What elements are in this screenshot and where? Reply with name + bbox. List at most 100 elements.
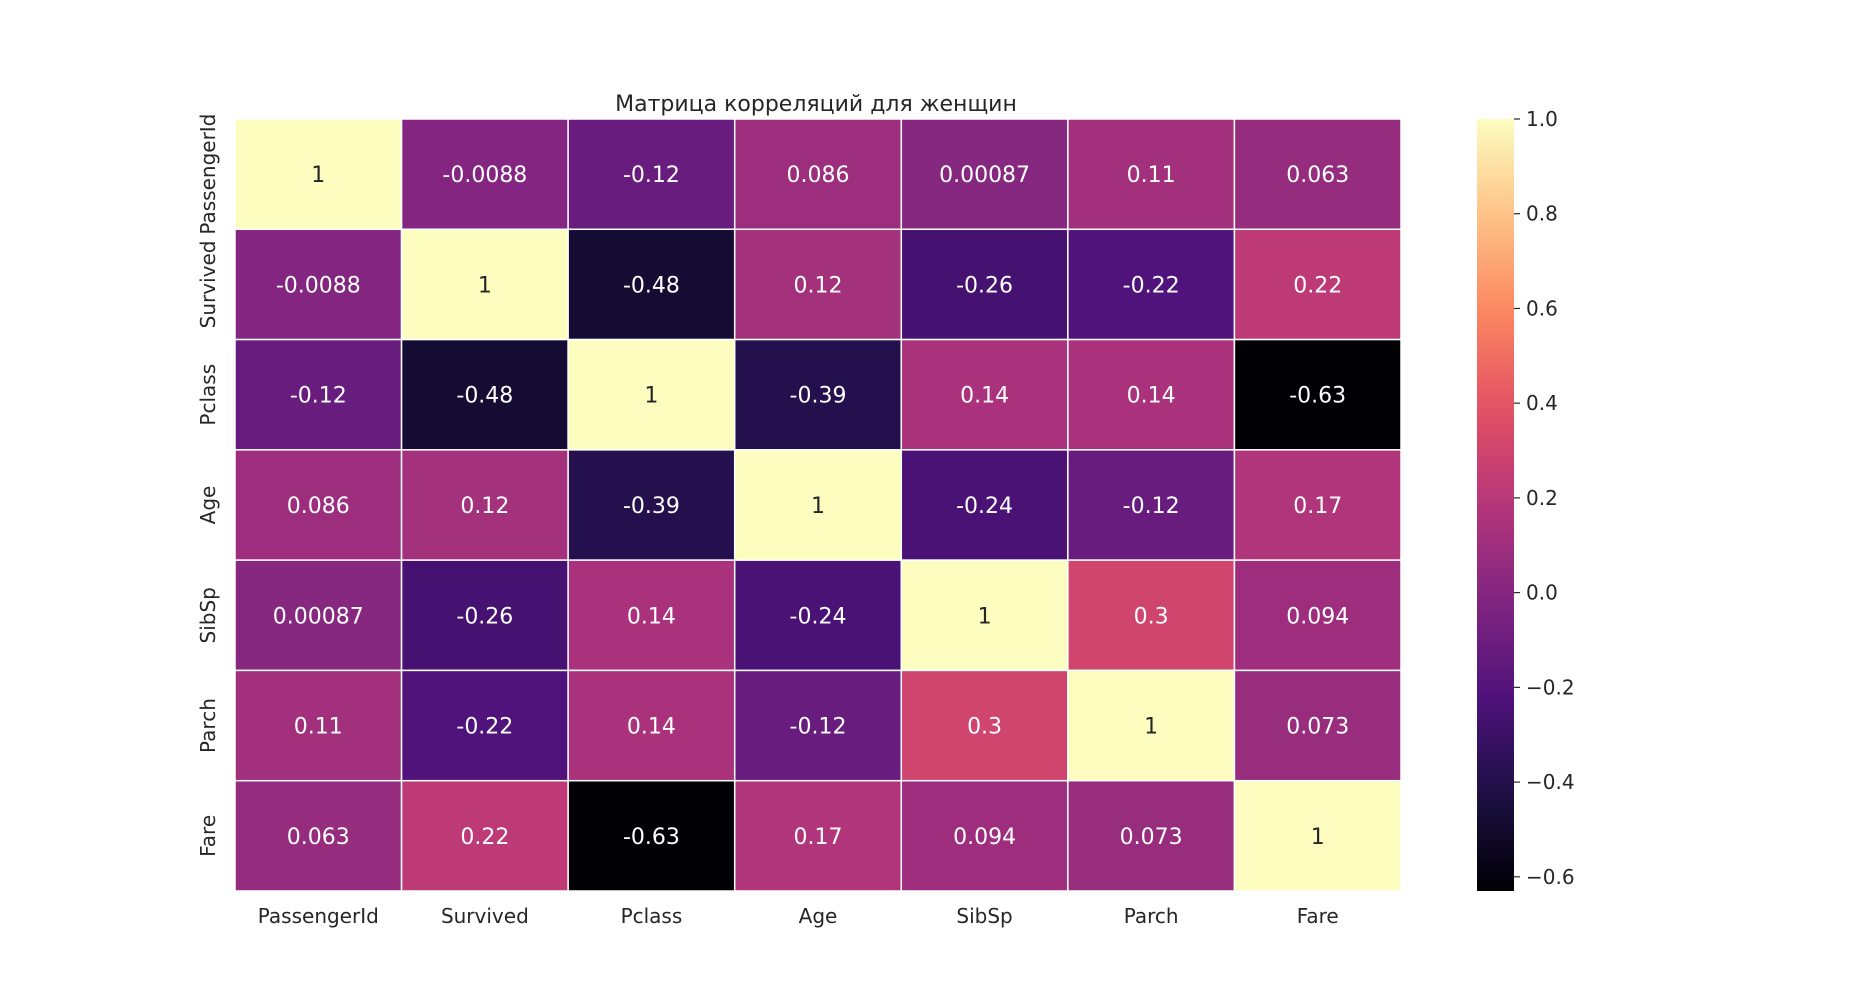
heatmap-cell bbox=[1233, 449, 1402, 561]
heatmap-cell bbox=[900, 118, 1069, 231]
cell-annotation: 0.14 bbox=[627, 715, 676, 740]
heatmap-cell bbox=[234, 779, 403, 892]
cell-annotation: 1 bbox=[644, 384, 658, 409]
cell-annotation: 1 bbox=[1311, 825, 1325, 850]
colorbar-tick-label: 0.2 bbox=[1526, 486, 1558, 510]
cell-annotation: -0.12 bbox=[623, 163, 680, 188]
heatmap-cell bbox=[733, 338, 903, 451]
cell-annotation: 0.063 bbox=[287, 825, 350, 850]
cell-annotation: 0.14 bbox=[627, 604, 676, 629]
colorbar-tick-label: −0.6 bbox=[1526, 865, 1575, 889]
heatmap-cell bbox=[234, 338, 403, 451]
cell-annotation: -0.26 bbox=[456, 604, 513, 629]
colorbar-tick-label: −0.2 bbox=[1526, 675, 1575, 699]
heatmap-cell bbox=[234, 228, 403, 341]
y-tick-label: Fare bbox=[196, 815, 220, 857]
x-tick-label: Pclass bbox=[621, 904, 683, 928]
colorbar-tick-label: 0.6 bbox=[1526, 296, 1558, 320]
cell-annotation: 0.063 bbox=[1286, 163, 1349, 188]
heatmap-cell bbox=[1233, 779, 1402, 892]
cell-annotation: 0.22 bbox=[460, 825, 509, 850]
cell-annotation: -0.24 bbox=[956, 494, 1013, 519]
colorbar-tick-label: 1.0 bbox=[1526, 107, 1558, 131]
heatmap-cell bbox=[1233, 338, 1402, 451]
cell-annotation: 1 bbox=[478, 273, 492, 298]
heatmap-cell bbox=[900, 669, 1069, 782]
x-tick-label: Age bbox=[799, 904, 838, 928]
heatmap-cell bbox=[1067, 449, 1236, 561]
heatmap-cell bbox=[234, 669, 403, 782]
cell-annotation: -0.12 bbox=[790, 715, 847, 740]
cell-annotation: 0.12 bbox=[794, 273, 843, 298]
colorbar-tick-label: 0.4 bbox=[1526, 391, 1558, 415]
heatmap-cell bbox=[1233, 228, 1402, 341]
heatmap-cell bbox=[234, 449, 403, 561]
x-tick-label: SibSp bbox=[956, 904, 1012, 928]
cell-annotation: -0.39 bbox=[790, 384, 847, 409]
cell-annotation: -0.12 bbox=[1123, 494, 1180, 519]
heatmap-cell bbox=[1067, 779, 1236, 892]
cell-annotation: -0.22 bbox=[1123, 273, 1180, 298]
cell-annotation: 0.12 bbox=[460, 494, 509, 519]
heatmap-cell bbox=[567, 338, 736, 451]
cell-annotation: 0.14 bbox=[1127, 384, 1176, 409]
y-tick-label: Age bbox=[196, 486, 220, 525]
y-tick-label: Pclass bbox=[196, 364, 220, 426]
y-tick-label: Survived bbox=[196, 241, 220, 329]
x-axis-tick-labels: PassengerId Survived Pclass Age SibSp Parch Fa… bbox=[258, 904, 1339, 928]
heatmap-cell bbox=[400, 449, 569, 561]
cell-annotation: 0.00087 bbox=[939, 163, 1030, 188]
cell-annotation: 0.22 bbox=[1293, 273, 1342, 298]
x-tick-label: Survived bbox=[441, 904, 529, 928]
heatmap-cell bbox=[733, 118, 903, 231]
heatmap-cell bbox=[1067, 228, 1236, 341]
y-tick-label: Parch bbox=[196, 698, 220, 753]
cell-annotation: 0.094 bbox=[953, 825, 1016, 850]
x-tick-label: PassengerId bbox=[258, 904, 379, 928]
colorbar-tick-label: −0.4 bbox=[1526, 770, 1575, 794]
heatmap-cell bbox=[900, 228, 1069, 341]
colorbar: 1.0 0.8 0.6 0.4 0.2 0.0 −0.2 −0.4 −0.6 bbox=[1477, 107, 1575, 891]
heatmap-cell bbox=[400, 118, 569, 231]
cell-annotation: -0.26 bbox=[956, 273, 1013, 298]
heatmap-cell bbox=[1233, 669, 1402, 782]
heatmap-cell bbox=[733, 449, 903, 561]
cell-annotation: -0.48 bbox=[623, 273, 680, 298]
cell-annotation: 0.17 bbox=[1293, 494, 1342, 519]
colorbar-tick-label: 0.0 bbox=[1526, 581, 1558, 605]
heatmap-cell bbox=[567, 669, 736, 782]
cell-annotation: -0.63 bbox=[623, 825, 680, 850]
heatmap-cell bbox=[900, 338, 1069, 451]
cell-annotation: -0.39 bbox=[623, 494, 680, 519]
heatmap-cell bbox=[733, 779, 903, 892]
cell-annotation: 1 bbox=[1144, 715, 1158, 740]
cell-annotation: 1 bbox=[311, 163, 325, 188]
cell-annotation: 0.073 bbox=[1120, 825, 1183, 850]
cell-annotation: 0.073 bbox=[1286, 715, 1349, 740]
cell-annotation: 1 bbox=[978, 604, 992, 629]
cell-annotation: 0.11 bbox=[294, 715, 343, 740]
cell-annotation: 1 bbox=[811, 494, 825, 519]
heatmap-cell bbox=[234, 118, 403, 231]
colorbar-gradient bbox=[1477, 119, 1514, 891]
heatmap-cell bbox=[900, 779, 1069, 892]
y-axis-tick-labels: PassengerId Survived Pclass Age SibSp Parch Fa… bbox=[196, 114, 220, 857]
chart-title: Матрица корреляций для женщин bbox=[615, 92, 1017, 117]
cell-annotation: 0.17 bbox=[794, 825, 843, 850]
heatmap-annotations: 1 -0.0088 -0.12 0.086 0.00087 0.11 0.063 -0.008… bbox=[273, 163, 1349, 850]
cell-annotation: -0.0088 bbox=[442, 163, 527, 188]
heatmap-cell bbox=[567, 559, 736, 672]
y-tick-label: PassengerId bbox=[196, 114, 220, 235]
heatmap-cell bbox=[567, 228, 736, 341]
cell-annotation: -0.12 bbox=[290, 384, 347, 409]
cell-annotation: 0.086 bbox=[287, 494, 350, 519]
cell-annotation: 0.086 bbox=[787, 163, 850, 188]
cell-annotation: -0.22 bbox=[456, 715, 513, 740]
cell-annotation: 0.3 bbox=[1134, 604, 1169, 629]
heatmap-cell bbox=[733, 669, 903, 782]
cell-annotation: 0.094 bbox=[1286, 604, 1349, 629]
heatmap-cell bbox=[567, 118, 736, 231]
cell-annotation: 0.11 bbox=[1127, 163, 1176, 188]
cell-annotation: -0.24 bbox=[790, 604, 847, 629]
